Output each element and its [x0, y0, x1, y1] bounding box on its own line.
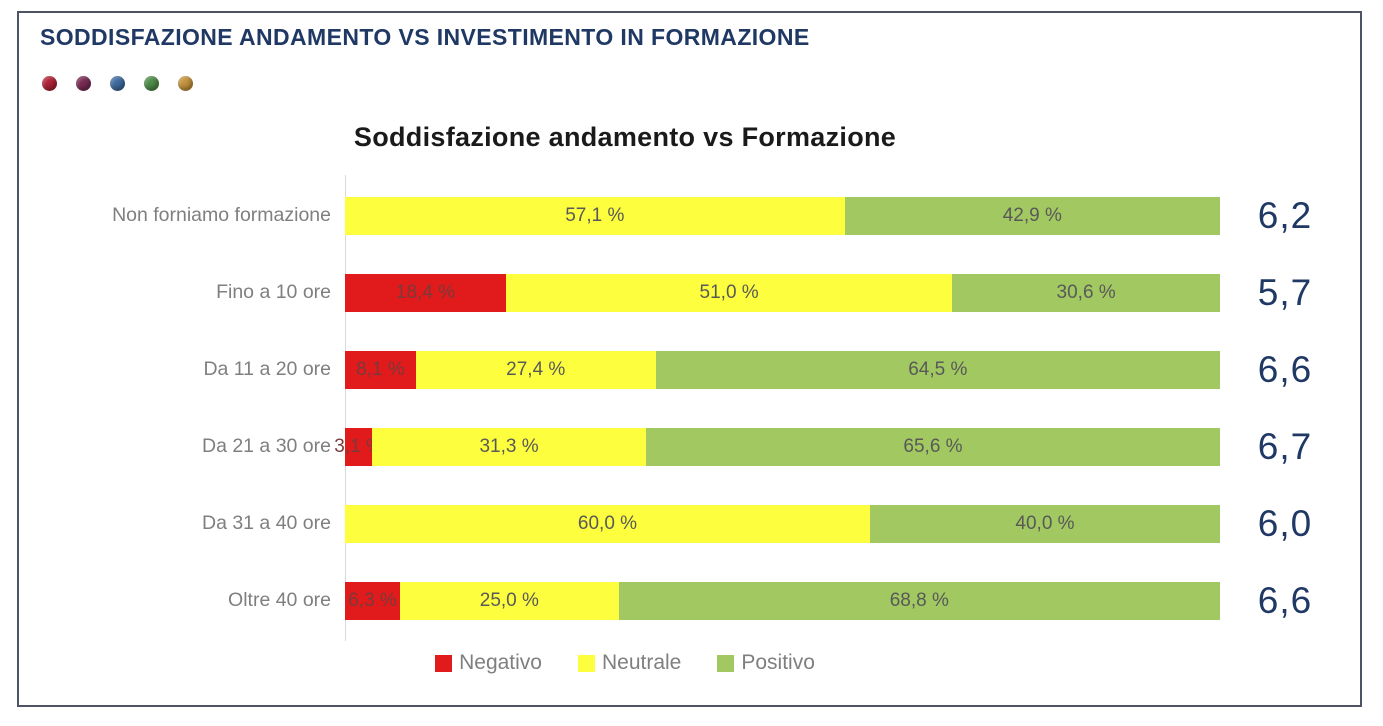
segment-value-label: 42,9 % [1002, 204, 1062, 226]
y-axis-line [345, 175, 346, 641]
legend-label: Neutrale [601, 651, 682, 674]
category-label: Non forniamo formazione [112, 204, 331, 226]
legend-item-neutrale: Neutrale [577, 651, 682, 675]
bar-track: 6,3 % 25,0 % 68,8 % [345, 581, 1220, 620]
page-title: SODDISFAZIONE ANDAMENTO VS INVESTIMENTO … [40, 24, 810, 50]
chart-row: Fino a 10 ore 18,4 % 51,0 % 30,6 % 5,7 [30, 254, 1360, 331]
row-average-value: 6,0 [1257, 502, 1313, 544]
segment-value-label: 31,3 % [479, 435, 539, 457]
bar-segment-neutrale: 25,0 % [400, 581, 619, 620]
bar-segment-negativo: 6,3 % [345, 581, 401, 620]
segment-value-label: 6,3 % [348, 589, 397, 611]
category-label: Da 21 a 30 ore [201, 435, 331, 457]
dot-amber-icon [178, 76, 193, 91]
legend-swatch-icon [435, 654, 453, 672]
bar-segment-neutrale: 57,1 % [345, 196, 845, 235]
chart-row: Oltre 40 ore 6,3 % 25,0 % 68,8 % 6,6 [30, 562, 1360, 639]
dot-blue-icon [110, 76, 125, 91]
dot-maroon-icon [76, 76, 91, 91]
bar-segment-negativo: 3,1 % [334, 427, 383, 466]
chart-plot-area: Non forniamo formazione 57,1 % 42,9 % 6,2 Fi… [30, 175, 1360, 641]
bar-segment-negativo: 8,1 % [345, 350, 416, 389]
legend-item-positivo: Positivo [717, 651, 815, 675]
legend-label: Positivo [741, 651, 815, 674]
bar-segment-neutrale: 27,4 % [415, 350, 656, 389]
segment-value-label: 25,0 % [479, 589, 539, 611]
legend-label: Negativo [459, 651, 542, 674]
chart-title: Soddisfazione andamento vs Formazione [353, 122, 897, 152]
bar-track: 3,1 % 31,3 % 65,6 % [334, 427, 1220, 466]
segment-value-label: 18,4 % [395, 281, 456, 303]
row-average-value: 6,6 [1257, 579, 1313, 621]
bullet-dots [42, 76, 193, 91]
segment-value-label: 3,1 % [334, 435, 383, 457]
segment-value-label: 8,1 % [356, 358, 405, 380]
bar-segment-neutrale: 31,3 % [372, 427, 646, 466]
bar-track: 57,1 % 42,9 % [345, 196, 1220, 235]
bar-segment-negativo: 18,4 % [345, 273, 506, 312]
category-label: Da 31 a 40 ore [201, 512, 331, 534]
chart-row: Da 11 a 20 ore 8,1 % 27,4 % 64,5 % 6,6 [30, 331, 1360, 408]
bar-segment-neutrale: 60,0 % [345, 504, 870, 543]
dot-red-icon [42, 76, 57, 91]
bar-segment-positivo: 42,9 % [844, 196, 1220, 235]
bar-track: 8,1 % 27,4 % 64,5 % [345, 350, 1220, 389]
legend-swatch-icon [717, 654, 735, 672]
segment-value-label: 51,0 % [699, 281, 759, 303]
segment-value-label: 64,5 % [908, 358, 968, 380]
dot-green-icon [144, 76, 159, 91]
category-label: Oltre 40 ore [228, 589, 331, 611]
chart-row: Da 21 a 30 ore 3,1 % 31,3 % 65,6 % 6,7 [30, 408, 1360, 485]
segment-value-label: 65,6 % [903, 435, 963, 457]
category-label: Da 11 a 20 ore [203, 358, 331, 380]
segment-value-label: 68,8 % [889, 589, 949, 611]
bar-segment-positivo: 68,8 % [618, 581, 1220, 620]
legend-item-negativo: Negativo [435, 651, 542, 675]
bar-segment-positivo: 65,6 % [646, 427, 1220, 466]
segment-value-label: 30,6 % [1056, 281, 1116, 303]
bar-segment-positivo: 40,0 % [870, 504, 1220, 543]
bar-track: 18,4 % 51,0 % 30,6 % [345, 273, 1220, 312]
chart-legend: Negativo Neutrale Positivo [30, 651, 1220, 675]
row-average-value: 6,7 [1257, 425, 1313, 467]
legend-swatch-icon [577, 654, 595, 672]
row-average-value: 6,2 [1257, 194, 1313, 236]
segment-value-label: 57,1 % [565, 204, 625, 226]
bar-segment-positivo: 30,6 % [952, 273, 1220, 312]
bar-segment-neutrale: 51,0 % [506, 273, 953, 312]
chart-row: Da 31 a 40 ore 60,0 % 40,0 % 6,0 [30, 485, 1360, 562]
bar-segment-positivo: 64,5 % [655, 350, 1220, 389]
chart-row: Non forniamo formazione 57,1 % 42,9 % 6,2 [30, 177, 1360, 254]
row-average-value: 6,6 [1257, 348, 1313, 390]
category-label: Fino a 10 ore [216, 281, 331, 303]
bar-track: 60,0 % 40,0 % [345, 504, 1220, 543]
segment-value-label: 40,0 % [1015, 512, 1075, 534]
segment-value-label: 27,4 % [506, 358, 566, 380]
segment-value-label: 60,0 % [577, 512, 638, 534]
row-average-value: 5,7 [1257, 271, 1313, 313]
